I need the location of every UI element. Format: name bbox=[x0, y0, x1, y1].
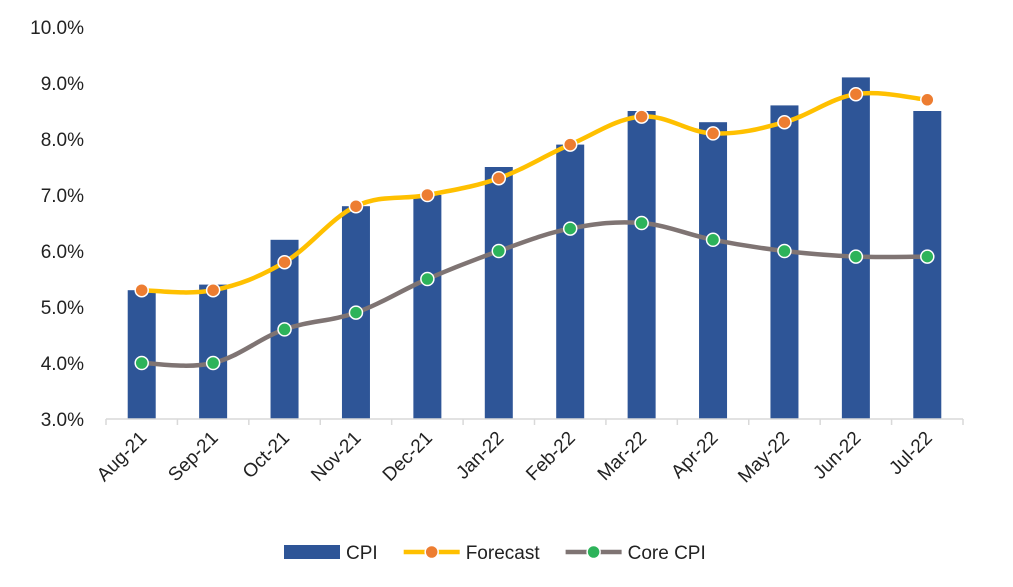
y-tick-label: 6.0% bbox=[41, 242, 84, 263]
cpi-bar bbox=[484, 167, 513, 419]
core-cpi-point bbox=[491, 243, 507, 259]
x-tick-label: Jul-22 bbox=[885, 428, 936, 479]
y-tick-label: 7.0% bbox=[41, 186, 84, 207]
y-tick-label: 8.0% bbox=[41, 130, 84, 151]
core-cpi-point bbox=[420, 271, 435, 287]
x-axis-ticks: Aug-21 Sep-21 Oct-21 Nov-21 Dec-21 Jan-22 Feb-… bbox=[93, 419, 964, 488]
x-tick-label: Nov-21 bbox=[307, 428, 365, 486]
core-cpi-point bbox=[920, 249, 935, 264]
y-tick-label: 9.0% bbox=[41, 74, 84, 95]
core-cpi-point bbox=[848, 249, 864, 264]
forecast-legend-marker bbox=[424, 544, 439, 560]
cpi-bar bbox=[413, 195, 442, 419]
core-cpi-legend-label: Core CPI bbox=[628, 543, 706, 564]
cpi-legend-label: CPI bbox=[346, 543, 378, 564]
forecast-point bbox=[777, 114, 792, 130]
x-tick-label: Jun-22 bbox=[809, 428, 865, 484]
core-cpi-point bbox=[777, 243, 792, 259]
forecast-point bbox=[705, 126, 721, 141]
core-cpi-point bbox=[562, 221, 578, 236]
core-cpi-point bbox=[634, 215, 649, 231]
line-series bbox=[134, 86, 935, 371]
forecast-point bbox=[848, 86, 864, 102]
x-tick-label: Aug-21 bbox=[93, 428, 151, 486]
cpi-bar bbox=[699, 122, 728, 419]
forecast-point bbox=[920, 92, 935, 108]
cpi-bar bbox=[841, 77, 870, 420]
y-tick-label: 3.0% bbox=[41, 410, 84, 431]
legend: CPI Forecast Core CPI bbox=[284, 543, 706, 564]
cpi-bar bbox=[770, 105, 799, 420]
x-tick-label: Feb-22 bbox=[522, 428, 579, 485]
x-tick-label: May-22 bbox=[734, 428, 794, 488]
core-cpi-legend-marker bbox=[586, 544, 601, 560]
x-tick-label: Dec-21 bbox=[379, 428, 437, 486]
forecast-point bbox=[134, 282, 149, 298]
forecast-point bbox=[277, 254, 292, 270]
cpi-bar bbox=[627, 111, 656, 419]
forecast-point bbox=[562, 137, 578, 152]
forecast-legend-label: Forecast bbox=[466, 543, 541, 564]
cpi-bar bbox=[913, 111, 942, 419]
forecast-line bbox=[139, 90, 930, 295]
core-cpi-point bbox=[134, 355, 149, 371]
y-tick-label: 10.0% bbox=[30, 18, 84, 39]
cpi-bar bbox=[556, 144, 585, 419]
forecast-point bbox=[205, 282, 221, 298]
x-tick-label: Jan-22 bbox=[452, 428, 508, 484]
cpi-bar bbox=[199, 284, 228, 419]
x-tick-label: Oct-21 bbox=[239, 428, 294, 483]
x-tick-label: Apr-22 bbox=[667, 428, 722, 483]
forecast-point bbox=[634, 109, 649, 124]
y-axis-ticks: 3.0% 4.0% 5.0% 6.0% 7.0% 8.0% 9.0% 10.0% bbox=[30, 18, 84, 431]
cpi-bar bbox=[127, 290, 156, 419]
core-cpi-point bbox=[277, 322, 292, 337]
core-cpi-point bbox=[348, 305, 364, 320]
forecast-point bbox=[420, 187, 435, 203]
core-cpi-point bbox=[705, 232, 721, 248]
core-cpi-point bbox=[205, 355, 221, 371]
x-tick-label: Mar-22 bbox=[594, 428, 651, 485]
forecast-point bbox=[491, 170, 507, 186]
y-tick-label: 5.0% bbox=[41, 298, 84, 319]
y-tick-label: 4.0% bbox=[41, 354, 84, 375]
x-tick-label: Sep-21 bbox=[164, 428, 222, 486]
cpi-legend-swatch bbox=[284, 545, 340, 559]
core-cpi-line bbox=[139, 220, 930, 368]
cpi-bars bbox=[127, 77, 942, 420]
forecast-point bbox=[348, 198, 364, 214]
